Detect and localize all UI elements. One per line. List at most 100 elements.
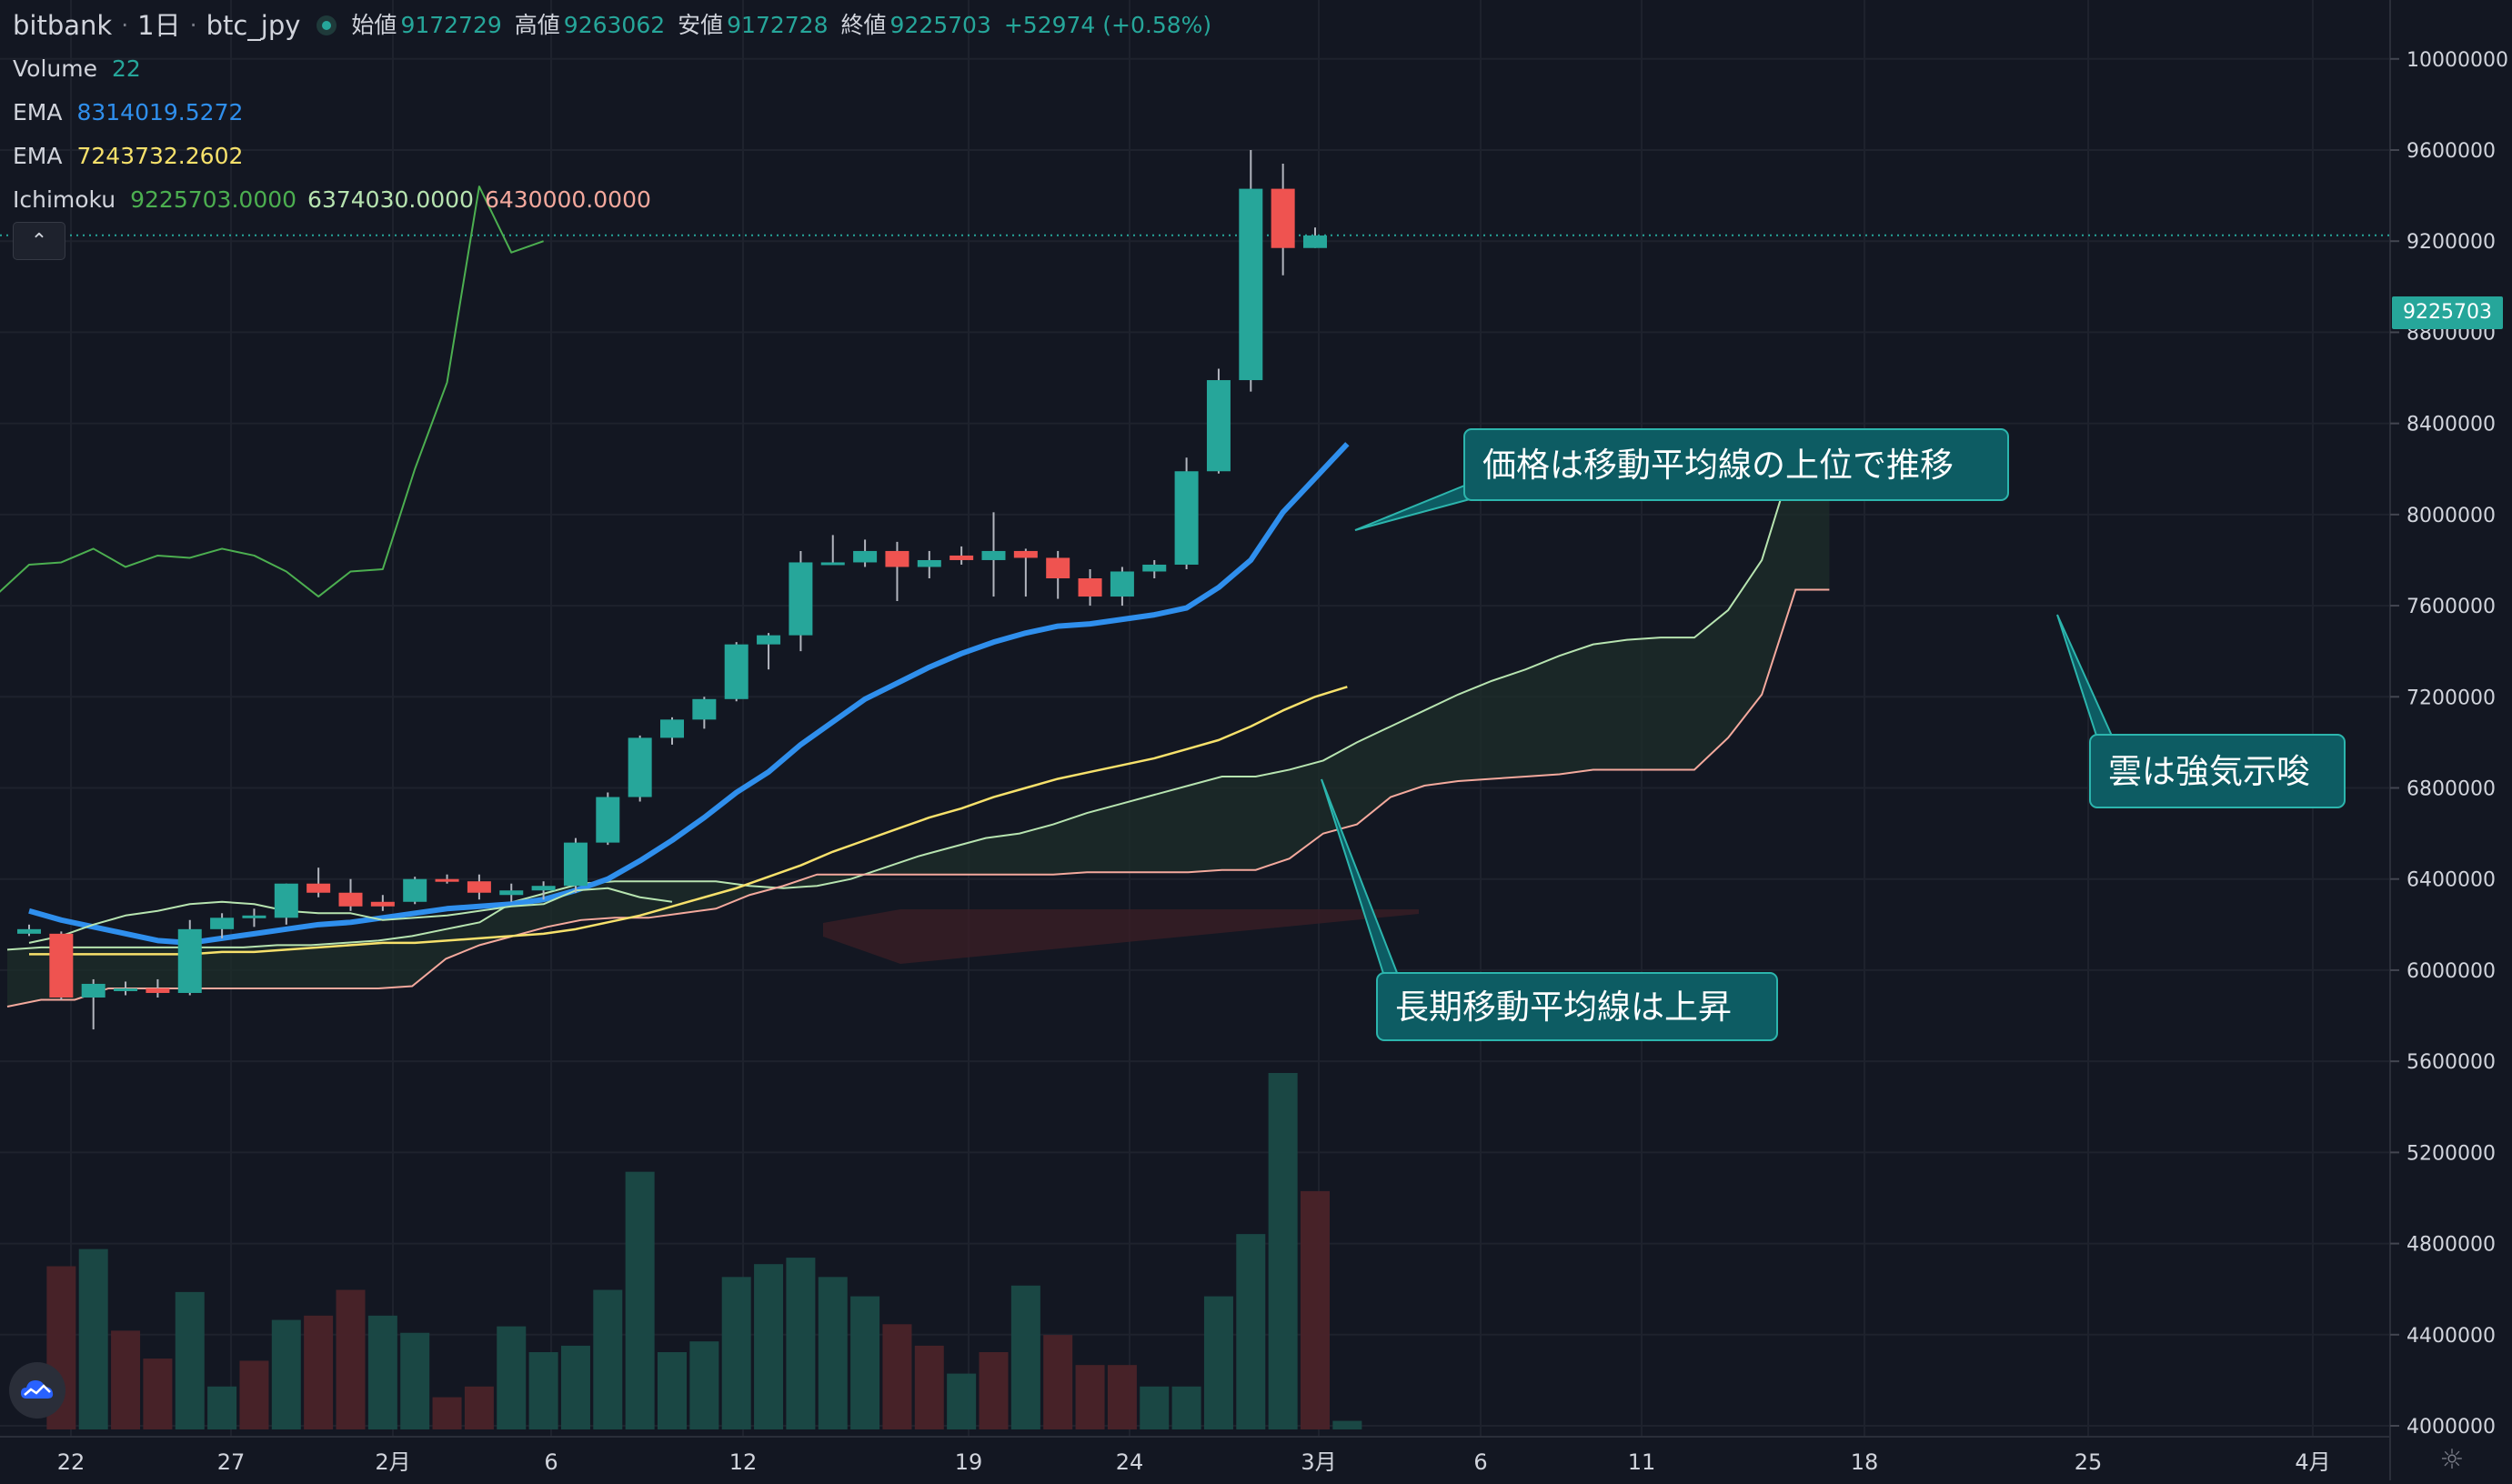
callout-box xyxy=(2089,734,2346,808)
callout-text: 価格は移動平均線の上位で推移 xyxy=(1482,446,1954,485)
ichimoku-value-3: 6430000.0000 xyxy=(484,186,651,213)
candle-body xyxy=(757,635,781,645)
kijun-line xyxy=(28,887,673,944)
volume-bar xyxy=(528,1351,558,1429)
volume-bar xyxy=(464,1386,494,1429)
volume-bar xyxy=(1140,1386,1170,1429)
high-value: 9263062 xyxy=(563,12,666,38)
candle-body xyxy=(917,559,941,567)
time-tick-label: 6 xyxy=(1473,1449,1487,1475)
ichimoku-legend[interactable]: Ichimoku 9225703.0000 6374030.0000 64300… xyxy=(13,178,1224,222)
volume-legend[interactable]: Volume 22 xyxy=(13,47,1224,91)
volume-bar xyxy=(143,1359,173,1429)
candle-body xyxy=(724,644,749,699)
candle-body xyxy=(789,562,813,636)
volume-bar xyxy=(593,1289,623,1429)
ema-fast-legend[interactable]: EMA 8314019.5272 xyxy=(13,91,1224,135)
open-value: 9172729 xyxy=(400,12,502,38)
volume-bar xyxy=(432,1397,462,1429)
volume-bar xyxy=(689,1341,719,1429)
volume-bar xyxy=(882,1324,912,1429)
volume-bar xyxy=(304,1315,334,1429)
volume-bar xyxy=(1203,1296,1233,1429)
ema-slow-line xyxy=(29,686,1348,956)
separator: · xyxy=(189,12,197,38)
candle-body xyxy=(499,890,524,896)
candle-body xyxy=(692,698,717,720)
candle-body xyxy=(306,883,331,893)
volume-bar xyxy=(367,1315,397,1429)
cloud-logo-icon xyxy=(21,1380,54,1399)
time-tick-label: 27 xyxy=(217,1449,246,1475)
tradingview-logo-icon[interactable] xyxy=(9,1362,65,1419)
market-status-icon xyxy=(322,21,332,30)
price-tick-label: 8000000 xyxy=(2406,505,2496,527)
open-label: 始値 xyxy=(351,12,397,38)
price-tick-label: 8400000 xyxy=(2406,414,2496,436)
candle-body xyxy=(596,797,620,843)
candle-body xyxy=(531,886,556,891)
candle-body xyxy=(853,550,878,563)
time-tick-label: 6 xyxy=(544,1449,558,1475)
volume-bar xyxy=(271,1319,301,1429)
candle-body xyxy=(274,883,298,918)
candle-body xyxy=(950,555,974,560)
candle-body xyxy=(370,901,395,907)
volume-bar xyxy=(786,1258,816,1429)
candle-body xyxy=(338,892,363,907)
volume-bar xyxy=(1236,1234,1266,1429)
candle-body xyxy=(820,562,845,566)
candle-body xyxy=(81,983,106,998)
volume-label: Volume xyxy=(13,55,97,82)
callout-cloud-bullish: 雲は強気示唆 xyxy=(2056,614,2346,808)
volume-bar xyxy=(336,1289,366,1429)
close-value: 9225703 xyxy=(889,12,991,38)
time-tick-label: 24 xyxy=(1116,1449,1144,1475)
legend: bitbank · 1日 · btc_jpy 始値 9172729 高値 92630… xyxy=(13,4,1224,222)
price-tick-label: 6800000 xyxy=(2406,778,2496,801)
price-axis-bg xyxy=(2390,0,2512,1480)
chevron-up-icon: ⌃ xyxy=(30,229,48,253)
time-axis: 22 27 2月 6 12 19 24 3月 6 11 18 25 4月 xyxy=(0,1436,2390,1475)
callout-text: 雲は強気示唆 xyxy=(2108,752,2310,791)
span-a-line xyxy=(6,449,1830,951)
cloud-fill-bearish xyxy=(823,909,1419,964)
price-tick-label: 4800000 xyxy=(2406,1234,2496,1257)
symbol-name[interactable]: btc_jpy xyxy=(206,10,301,41)
gear-icon[interactable]: ☼ xyxy=(2439,1444,2465,1476)
separator: · xyxy=(121,12,129,38)
price-tick-label: 10000000 xyxy=(2406,49,2508,72)
candle-body xyxy=(1078,578,1102,597)
volume-bars xyxy=(46,1073,1362,1429)
callout-price-above-ma: 価格は移動平均線の上位で推移 xyxy=(1354,428,2009,531)
candle-body xyxy=(17,928,41,934)
time-tick-label: 11 xyxy=(1628,1449,1656,1475)
callout-tail xyxy=(2056,614,2117,745)
exchange-name[interactable]: bitbank xyxy=(13,10,113,41)
ema-slow-legend[interactable]: EMA 7243732.2602 xyxy=(13,135,1224,178)
time-tick-label: 25 xyxy=(2075,1449,2103,1475)
candle-body xyxy=(242,915,266,918)
volume-bar xyxy=(497,1326,527,1429)
callout-box xyxy=(1463,428,2009,501)
candle-body xyxy=(114,988,138,991)
volume-bar xyxy=(1010,1285,1040,1429)
volume-bar xyxy=(914,1345,944,1429)
volume-bar xyxy=(1075,1365,1105,1429)
volume-bar xyxy=(1171,1386,1201,1429)
volume-bar xyxy=(175,1291,205,1429)
candle-body xyxy=(467,881,491,893)
candle-body xyxy=(1303,235,1327,248)
interval[interactable]: 1日 xyxy=(137,10,181,41)
price-tick-label: 5600000 xyxy=(2406,1051,2496,1074)
volume-bar xyxy=(658,1351,687,1429)
volume-bar xyxy=(1332,1420,1362,1429)
candle-body xyxy=(177,928,202,993)
candle-body xyxy=(146,988,170,993)
ichimoku-cloud xyxy=(6,449,1830,1008)
volume-bar xyxy=(818,1277,848,1429)
collapse-legend-button[interactable]: ⌃ xyxy=(13,222,65,260)
ichimoku-label: Ichimoku xyxy=(13,186,116,213)
